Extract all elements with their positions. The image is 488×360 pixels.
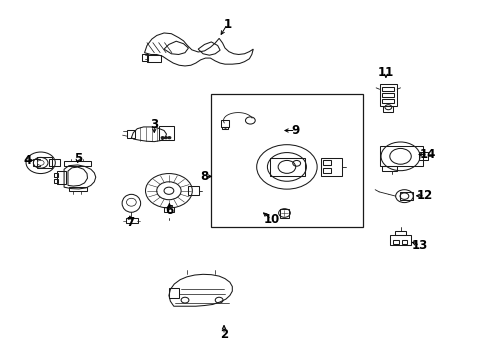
Circle shape bbox=[164, 136, 167, 139]
Bar bbox=[269, 158, 305, 176]
Bar bbox=[381, 166, 396, 171]
Bar bbox=[382, 93, 393, 97]
Bar bbox=[379, 84, 396, 106]
Bar bbox=[389, 234, 410, 245]
Bar bbox=[142, 54, 148, 60]
Bar bbox=[323, 160, 330, 165]
Bar bbox=[188, 186, 199, 195]
Bar bbox=[211, 94, 362, 226]
Bar bbox=[399, 192, 412, 201]
Text: 12: 12 bbox=[416, 189, 432, 202]
Text: 8: 8 bbox=[200, 170, 208, 183]
Bar bbox=[57, 171, 65, 184]
Text: 6: 6 bbox=[165, 204, 173, 217]
Bar bbox=[54, 179, 58, 183]
Bar bbox=[159, 126, 173, 140]
Text: 5: 5 bbox=[74, 152, 81, 165]
Bar bbox=[69, 187, 87, 192]
Bar bbox=[401, 240, 407, 244]
Bar bbox=[394, 231, 406, 234]
Bar bbox=[125, 218, 138, 223]
Bar bbox=[392, 240, 398, 244]
Bar bbox=[64, 161, 91, 166]
Bar bbox=[379, 145, 422, 166]
Text: 13: 13 bbox=[411, 239, 427, 252]
Bar bbox=[382, 99, 393, 103]
Bar bbox=[168, 288, 178, 298]
Text: 14: 14 bbox=[419, 148, 435, 161]
Bar bbox=[279, 210, 289, 219]
Bar bbox=[383, 107, 392, 112]
Bar bbox=[418, 152, 427, 160]
Bar bbox=[33, 159, 40, 166]
Bar bbox=[37, 157, 52, 168]
Bar bbox=[54, 173, 58, 177]
Bar bbox=[222, 127, 227, 129]
Bar bbox=[221, 120, 228, 127]
Text: 7: 7 bbox=[125, 216, 134, 229]
Bar bbox=[49, 159, 60, 166]
Text: 3: 3 bbox=[150, 118, 158, 131]
Circle shape bbox=[161, 136, 163, 139]
Circle shape bbox=[37, 160, 44, 165]
Bar bbox=[323, 168, 330, 174]
Bar bbox=[163, 207, 173, 212]
Text: 11: 11 bbox=[377, 66, 393, 79]
Bar bbox=[382, 87, 393, 91]
Bar bbox=[321, 158, 341, 176]
Text: 10: 10 bbox=[263, 213, 279, 226]
Text: 4: 4 bbox=[23, 154, 32, 167]
Text: 9: 9 bbox=[291, 124, 299, 137]
Text: 1: 1 bbox=[223, 18, 231, 31]
Text: 2: 2 bbox=[220, 328, 227, 341]
Bar bbox=[147, 55, 160, 62]
Bar bbox=[127, 130, 135, 138]
Circle shape bbox=[167, 136, 170, 139]
